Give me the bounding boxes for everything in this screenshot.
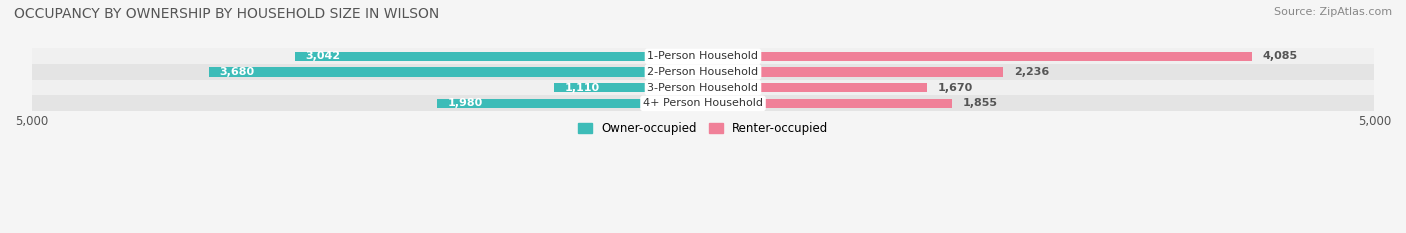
Bar xyxy=(703,67,1004,77)
Bar xyxy=(703,99,952,108)
Bar xyxy=(554,83,703,92)
Bar xyxy=(31,48,1375,64)
Bar xyxy=(703,51,1251,61)
Text: 1,110: 1,110 xyxy=(565,83,600,93)
Bar xyxy=(31,64,1375,80)
Text: 1,670: 1,670 xyxy=(938,83,973,93)
Bar xyxy=(437,99,703,108)
Text: 3,042: 3,042 xyxy=(305,51,340,61)
Text: 4+ Person Household: 4+ Person Household xyxy=(643,98,763,108)
Bar xyxy=(703,83,927,92)
Legend: Owner-occupied, Renter-occupied: Owner-occupied, Renter-occupied xyxy=(572,117,834,140)
Text: 1,855: 1,855 xyxy=(963,98,998,108)
Text: 4,085: 4,085 xyxy=(1263,51,1298,61)
Text: 1-Person Household: 1-Person Household xyxy=(648,51,758,61)
Text: 1,980: 1,980 xyxy=(449,98,484,108)
Text: Source: ZipAtlas.com: Source: ZipAtlas.com xyxy=(1274,7,1392,17)
Text: 2-Person Household: 2-Person Household xyxy=(647,67,759,77)
Bar xyxy=(294,51,703,61)
Text: OCCUPANCY BY OWNERSHIP BY HOUSEHOLD SIZE IN WILSON: OCCUPANCY BY OWNERSHIP BY HOUSEHOLD SIZE… xyxy=(14,7,439,21)
Bar xyxy=(31,80,1375,96)
Text: 2,236: 2,236 xyxy=(1014,67,1049,77)
Bar xyxy=(209,67,703,77)
Text: 3,680: 3,680 xyxy=(219,67,254,77)
Text: 3-Person Household: 3-Person Household xyxy=(648,83,758,93)
Bar xyxy=(31,96,1375,111)
